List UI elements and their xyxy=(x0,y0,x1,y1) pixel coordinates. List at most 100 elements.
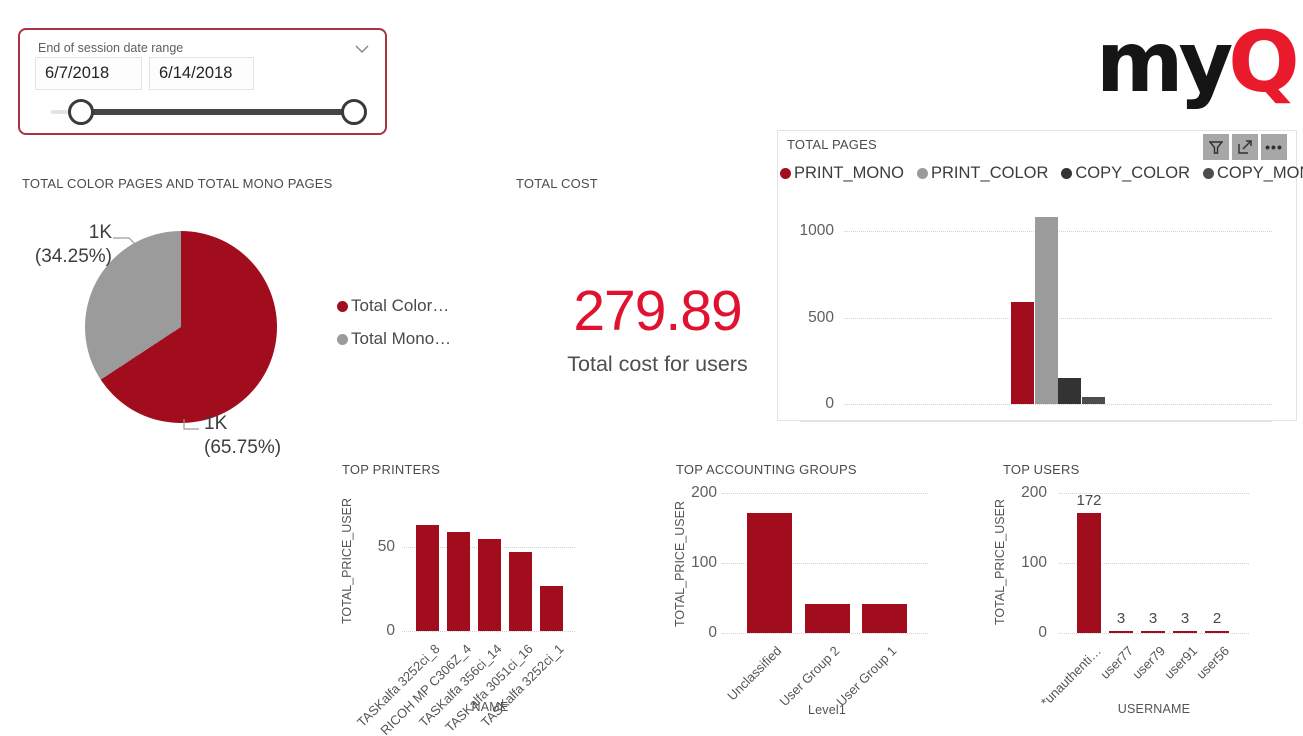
pie-callout-mono: 1K (34.25%) xyxy=(10,221,112,269)
bar-COPY_MONO[interactable] xyxy=(1081,397,1105,404)
cost-value: 279.89 xyxy=(573,279,742,343)
legend-dot-mono xyxy=(337,333,348,345)
gridline xyxy=(722,563,928,564)
date-range-slicer: End of session date range xyxy=(18,28,387,135)
logo-text-my: my xyxy=(1096,13,1233,111)
users-x-axis-label: USERNAME xyxy=(1117,702,1191,716)
bar-TASKalfa 3252ci_1[interactable] xyxy=(540,585,563,631)
top-printers-visual: TOP PRINTERS TOTAL_PRICE_USER NAME 0 50 TA… xyxy=(335,460,657,736)
myq-logo: myQ xyxy=(1096,18,1300,108)
gridline xyxy=(844,317,1272,319)
bar-user79[interactable] xyxy=(1141,630,1165,633)
bar-value-label: 3 xyxy=(1148,609,1158,627)
end-date-input[interactable] xyxy=(149,57,254,90)
gridline xyxy=(722,493,928,494)
y-tick-label: 0 xyxy=(386,622,395,639)
legend-item-print-mono[interactable]: PRINT_MONO xyxy=(780,164,904,183)
gridline xyxy=(402,631,575,632)
slider-handle-start[interactable] xyxy=(68,99,94,125)
callout-percent: (34.25%) xyxy=(34,246,112,267)
y-tick-label: 200 xyxy=(691,484,717,501)
more-options-button[interactable]: ••• xyxy=(1261,134,1287,160)
bar-COPY_COLOR[interactable] xyxy=(1058,378,1081,404)
total-cost-card: TOTAL COST 279.89 Total cost for users xyxy=(500,172,815,387)
bar-value-label: 3 xyxy=(1116,609,1126,627)
y-tick-label: 200 xyxy=(1021,484,1047,501)
legend-item-copy-color[interactable]: COPY_COLOR xyxy=(1061,164,1190,183)
printers-title: TOP PRINTERS xyxy=(342,462,440,477)
bar-User Group 2[interactable] xyxy=(805,603,850,633)
y-tick-label: 100 xyxy=(1021,554,1047,571)
focus-mode-icon xyxy=(1238,140,1252,154)
bar-*unauthenti…[interactable] xyxy=(1077,512,1101,633)
bar-user91[interactable] xyxy=(1173,630,1197,633)
legend-item-total-mono[interactable]: Total Mono… xyxy=(337,329,451,349)
focus-mode-button[interactable] xyxy=(1232,134,1258,160)
pie-visual: TOTAL COLOR PAGES AND TOTAL MONO PAGES 1… xyxy=(10,172,490,472)
legend-label: Total Color… xyxy=(351,296,450,315)
printers-y-axis-label: TOTAL_PRICE_USER xyxy=(340,498,354,624)
legend-label: PRINT_COLOR xyxy=(931,164,1049,182)
legend-item-copy-mono[interactable]: COPY_MONO xyxy=(1203,164,1303,183)
pie-callout-color: 1K (65.75%) xyxy=(204,412,281,460)
legend-dot xyxy=(780,168,791,179)
filter-button[interactable] xyxy=(1203,134,1229,160)
cost-subtitle: Total cost for users xyxy=(567,352,748,376)
pages-legend: PRINT_MONO PRINT_COLOR COPY_COLOR COPY_M… xyxy=(780,164,1303,183)
chevron-down-icon[interactable] xyxy=(355,45,369,54)
x-category-label: user79 xyxy=(1129,643,1169,682)
legend-label: Total Mono… xyxy=(351,329,452,348)
gridline xyxy=(844,231,1272,232)
legend-item-total-color[interactable]: Total Color… xyxy=(337,296,451,316)
x-category-label: user91 xyxy=(1161,643,1201,682)
y-tick-label: 0 xyxy=(825,395,834,412)
gridline xyxy=(844,404,1272,405)
legend-dot xyxy=(1061,168,1073,179)
bar-value-label: 3 xyxy=(1180,609,1190,627)
x-category-label: *unauthenti… xyxy=(1037,643,1105,710)
gridline xyxy=(722,633,928,634)
y-tick-label: 50 xyxy=(377,538,395,555)
x-category-label: User Group 1 xyxy=(834,643,900,709)
x-axis-line xyxy=(800,421,1272,422)
legend-dot xyxy=(917,168,929,179)
visual-header-buttons: ••• xyxy=(1203,134,1287,160)
callout-percent: (65.75%) xyxy=(204,437,282,458)
bar-PRINT_COLOR[interactable] xyxy=(1034,217,1058,404)
bar-PRINT_MONO[interactable] xyxy=(1011,301,1034,404)
legend-label: PRINT_MONO xyxy=(794,164,905,182)
logo-text-q: Q xyxy=(1228,13,1299,111)
pie-legend: Total Color… Total Mono… xyxy=(337,296,451,362)
bar-user56[interactable] xyxy=(1205,630,1229,633)
start-date-input[interactable] xyxy=(35,57,142,90)
ellipsis-icon: ••• xyxy=(1265,139,1283,155)
bar-Unclassified[interactable] xyxy=(747,512,792,633)
gridline xyxy=(1059,633,1249,634)
callout-value: 1K xyxy=(88,222,112,243)
bar-user77[interactable] xyxy=(1109,630,1133,633)
y-tick-label: 1000 xyxy=(799,222,834,239)
bar-User Group 1[interactable] xyxy=(862,604,907,633)
y-tick-label: 100 xyxy=(691,554,717,571)
x-category-label: user77 xyxy=(1097,643,1137,682)
slider-track[interactable] xyxy=(51,110,81,114)
x-category-label: Unclassified xyxy=(724,643,785,704)
legend-item-print-color[interactable]: PRINT_COLOR xyxy=(917,164,1048,183)
cost-title: TOTAL COST xyxy=(516,176,598,191)
slider-track-selected[interactable] xyxy=(81,109,354,115)
total-pages-visual: TOTAL PAGES ••• PRINT_MONO xyxy=(777,130,1303,422)
bar-value-label: 2 xyxy=(1212,609,1222,627)
pie-chart[interactable] xyxy=(85,231,277,423)
bar-TASKalfa 3051ci_16[interactable] xyxy=(509,552,532,631)
bar-TASKalfa 3252ci_8[interactable] xyxy=(416,525,439,631)
legend-label: COPY_COLOR xyxy=(1075,164,1190,182)
top-users-visual: TOP USERS TOTAL_PRICE_USER USERNAME 0 100… xyxy=(985,460,1303,736)
callout-value: 1K xyxy=(204,413,228,434)
legend-dot-color xyxy=(337,300,348,312)
users-title: TOP USERS xyxy=(1003,462,1080,477)
groups-title: TOP ACCOUNTING GROUPS xyxy=(676,462,857,477)
bar-TASKalfa 356ci_14[interactable] xyxy=(478,538,501,631)
slider-handle-end[interactable] xyxy=(341,99,367,125)
bar-RICOH MP C306Z_4[interactable] xyxy=(447,531,470,631)
